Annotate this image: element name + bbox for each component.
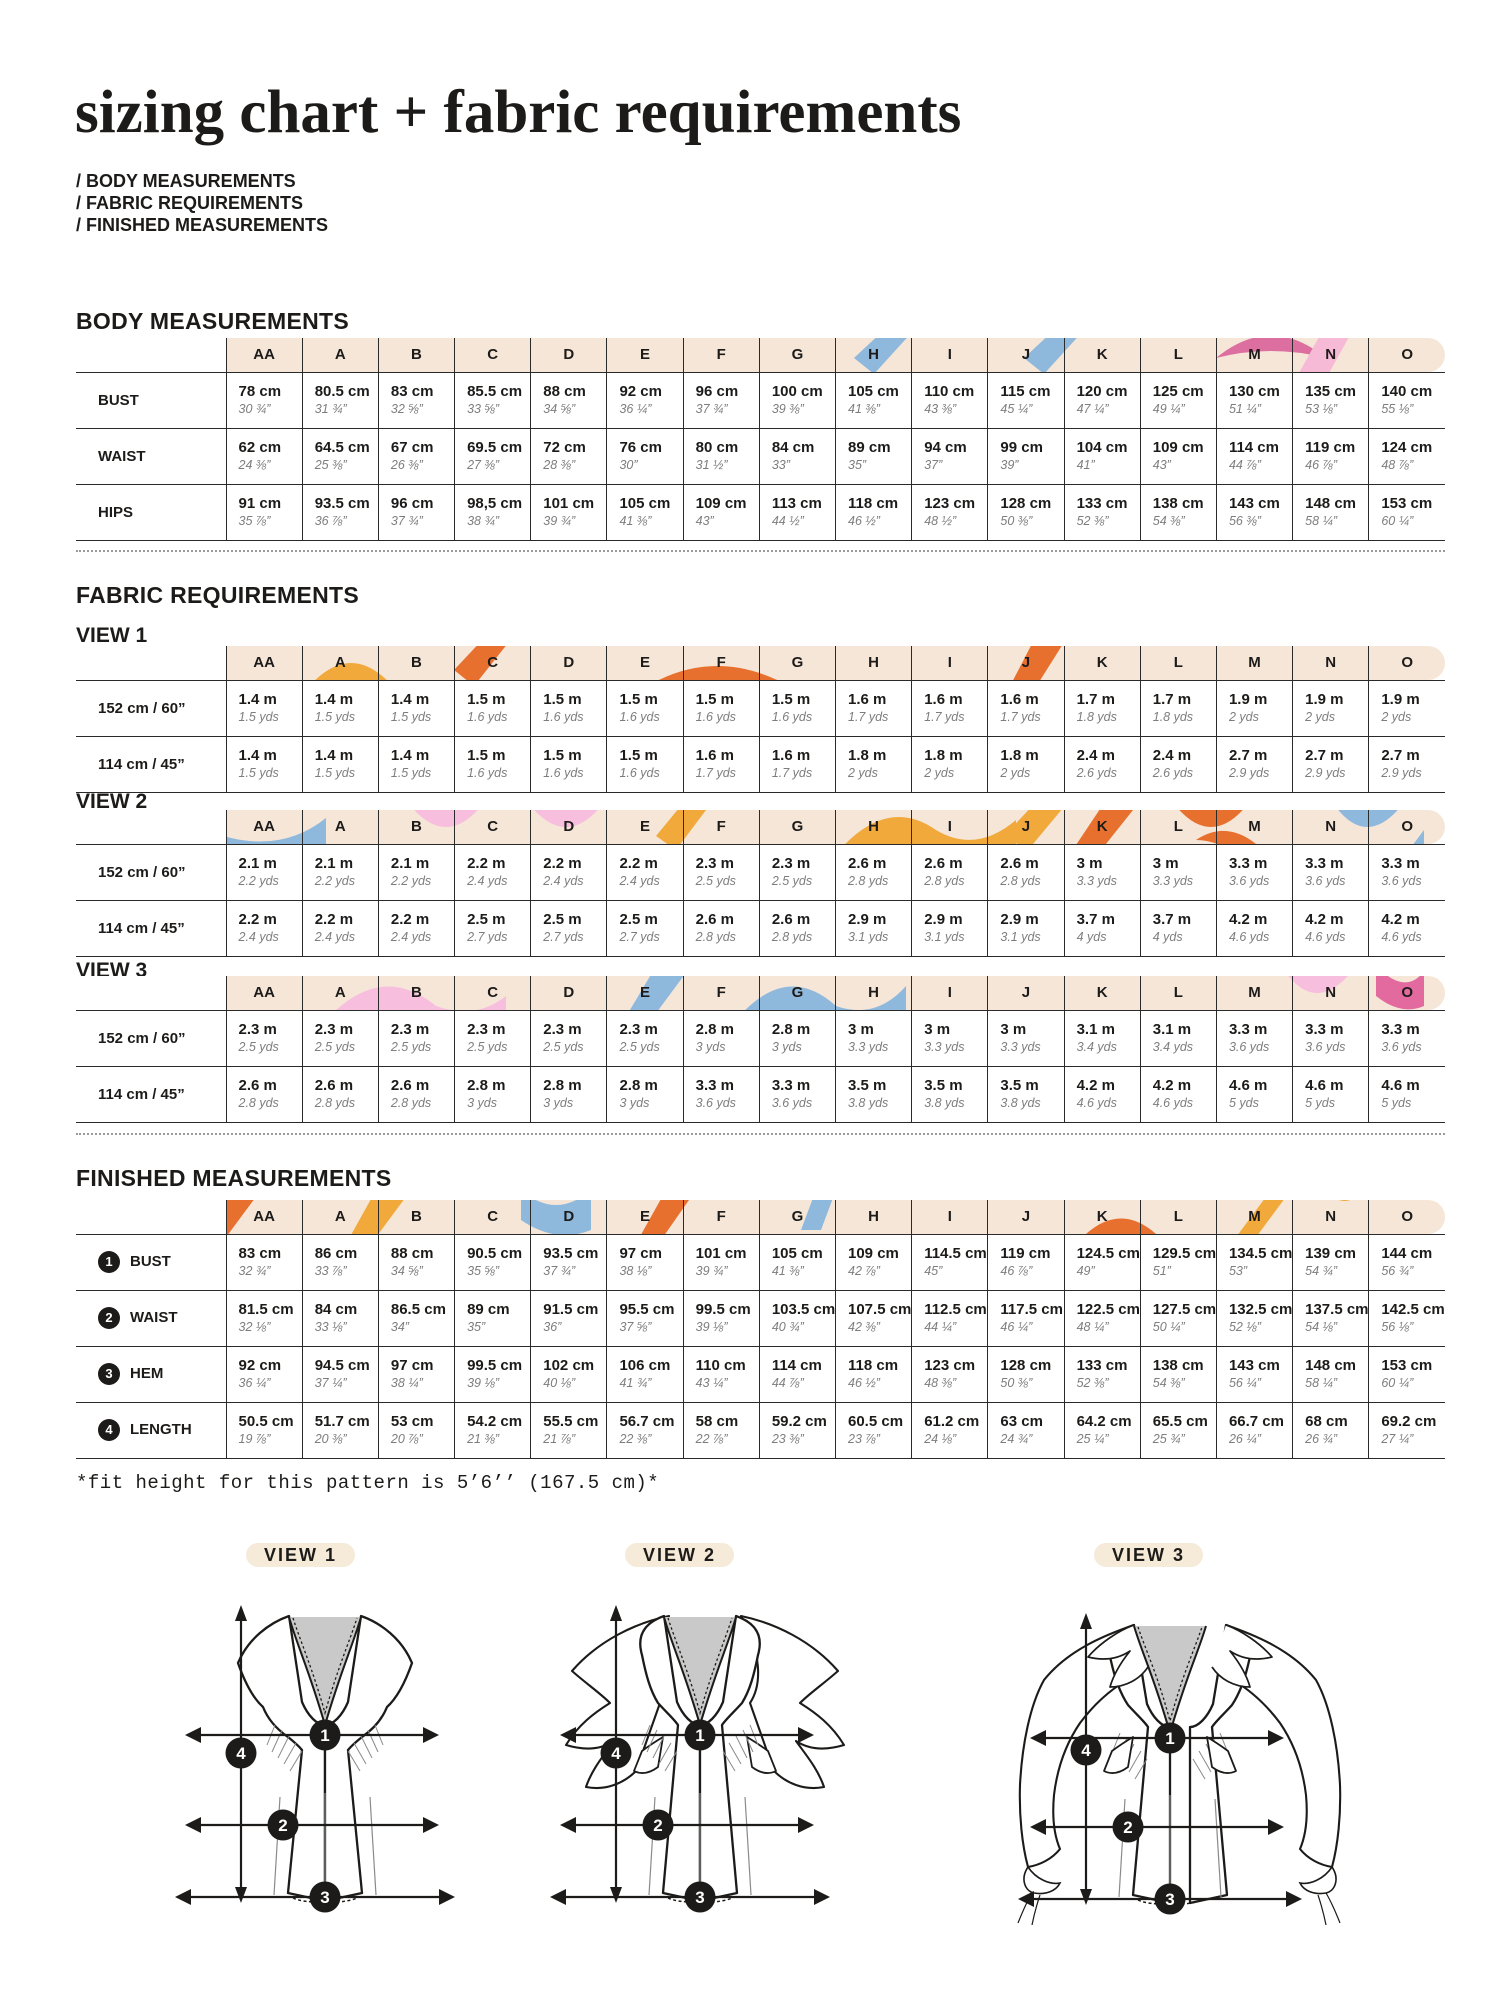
svg-text:1: 1 [320,1726,329,1745]
svg-text:3: 3 [1165,1890,1174,1909]
svg-text:1: 1 [1165,1729,1174,1748]
svg-text:3: 3 [695,1888,704,1907]
svg-text:4: 4 [1081,1741,1091,1760]
svg-text:2: 2 [653,1816,662,1835]
svg-text:2: 2 [278,1816,287,1835]
svg-text:4: 4 [236,1744,246,1763]
svg-text:3: 3 [320,1888,329,1907]
svg-text:1: 1 [695,1726,704,1745]
svg-text:2: 2 [1123,1818,1132,1837]
svg-text:4: 4 [611,1744,621,1763]
